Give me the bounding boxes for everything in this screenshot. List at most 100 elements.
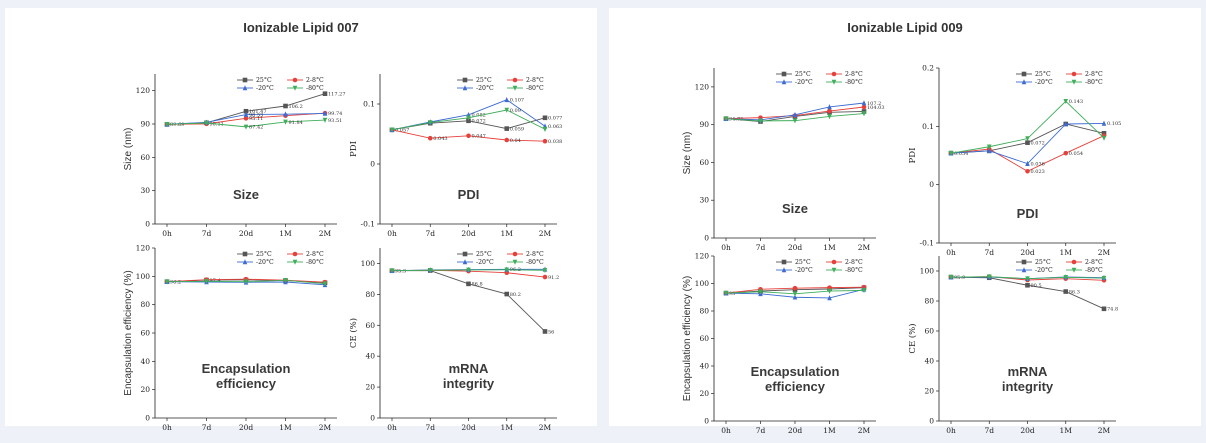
y-tick-label: 20 [699,389,709,398]
axis-line [379,248,557,419]
series--80C [948,274,1107,282]
data-point [827,108,832,114]
legend-marker [1071,267,1077,273]
data-label: 106.2 [289,104,303,110]
x-tick-label: 20d [788,426,803,435]
y-tick-label: 0 [370,160,375,169]
y-tick-label: 40 [924,357,934,366]
y-tick-label: 20 [924,387,934,396]
legend-marker [831,259,837,265]
series--80C [389,267,548,274]
y-tick-label: 0 [370,414,375,423]
data-label: 107.2 [867,101,881,107]
legend-label: 2-8°C [1085,259,1103,266]
l007-pdi-chart: -0.100.10h 7d 20d 1M 2MPDI0.0570.0720.0590.0… [349,74,562,238]
data-label: 0.047 [472,134,486,140]
data-label: 0.077 [548,116,562,122]
legend: 25°C 2-8°C -20°C -80°C [457,251,544,266]
legend-marker [1021,71,1027,77]
x-tick-label: 1M [501,229,514,238]
data-label: 0.054 [1069,151,1083,157]
data-label: 93 [729,291,735,297]
legend-label: -80°C [306,259,324,266]
data-point [504,107,510,113]
y-tick-label: 0 [929,180,934,189]
legend-label: 2-8°C [306,251,324,258]
data-label: 0.072 [472,119,486,125]
data-point [1063,275,1069,281]
data-label: 0.09 [510,108,521,114]
legend-label: 25°C [1035,71,1051,78]
chart-caption: integrity [443,376,495,391]
x-tick-label: 2M [539,423,552,432]
legend-marker [1071,259,1077,265]
data-point [827,288,832,294]
x-tick-label: 2M [319,229,332,238]
x-tick-label: 7d [756,426,766,435]
data-point [542,138,548,144]
x-tick-label: 0h [721,243,731,252]
x-tick-label: 2M [858,243,871,252]
data-point [986,274,992,280]
data-point [466,118,471,124]
l009-ee-chart: 0 20 40 60 80 100 120 0h 7d 20d 1M 2M Encapsulation … [682,252,876,435]
legend-label: -80°C [1085,267,1103,274]
data-label: 95.11 [249,116,263,122]
y-tick-label: 0 [704,234,709,243]
x-tick-label: 7d [984,248,994,257]
data-label: 0.059 [510,126,524,132]
data-point [827,114,832,120]
data-point [243,108,249,114]
y-axis-label: CE (%) [348,318,359,348]
y-tick-label: 80 [924,297,934,306]
data-point [164,279,170,285]
chart-caption: mRNA [449,361,489,376]
data-label: 104.03 [867,105,885,111]
legend-label: 25°C [1035,259,1051,266]
data-point [542,115,548,121]
y-tick-label: 0 [704,417,709,426]
y-tick-label: 60 [140,153,150,162]
legend-label: 25°C [476,77,492,84]
y-tick-label: 30 [699,196,709,205]
data-point [861,104,867,110]
x-tick-label: 0h [721,426,731,435]
x-tick-label: 7d [425,423,435,432]
y-tick-label: 0 [145,220,150,229]
legend: 25°C 2-8°C -20°C -80°C [776,71,863,86]
data-point [792,118,798,124]
axis-line [154,248,337,419]
y-tick-label: 120 [136,244,151,253]
data-label: 86.8 [472,282,483,288]
series--80C [164,278,328,287]
x-tick-label: 7d [425,229,435,238]
data-label: 93.51 [328,118,342,124]
data-label: 89.69 [170,122,184,128]
data-point [243,116,249,121]
data-point [504,126,510,131]
x-tick-label: 0h [162,229,172,238]
data-point [542,274,548,280]
y-tick-label: 20 [140,385,150,394]
data-label: 99.74 [328,111,342,117]
y-axis-label: Encapsulation efficiency (%) [123,270,134,395]
data-point [1101,120,1107,126]
series-25C: 95.9 90.5 86.3 74.8 [948,274,1118,313]
legend-label: -20°C [1035,79,1053,86]
data-point [427,120,433,126]
l007-integrity-chart: 0 20 40 60 80 100 0h 7d 20d 1M 2M CE (%) 95.3 86.8 80.… [348,248,559,432]
series--80C [723,288,867,297]
x-tick-label: 1M [823,243,836,252]
legend-marker [831,71,837,77]
data-label: 87.42 [249,125,263,131]
legend-label: 2-8°C [526,251,544,258]
data-point [466,267,471,273]
chart-caption: mRNA [1008,364,1048,379]
x-tick-label: 1M [823,426,836,435]
legend-marker [292,259,298,265]
data-label: 80.2 [510,292,521,298]
x-tick-label: 0h [387,229,397,238]
data-label: 0.04 [510,138,521,144]
